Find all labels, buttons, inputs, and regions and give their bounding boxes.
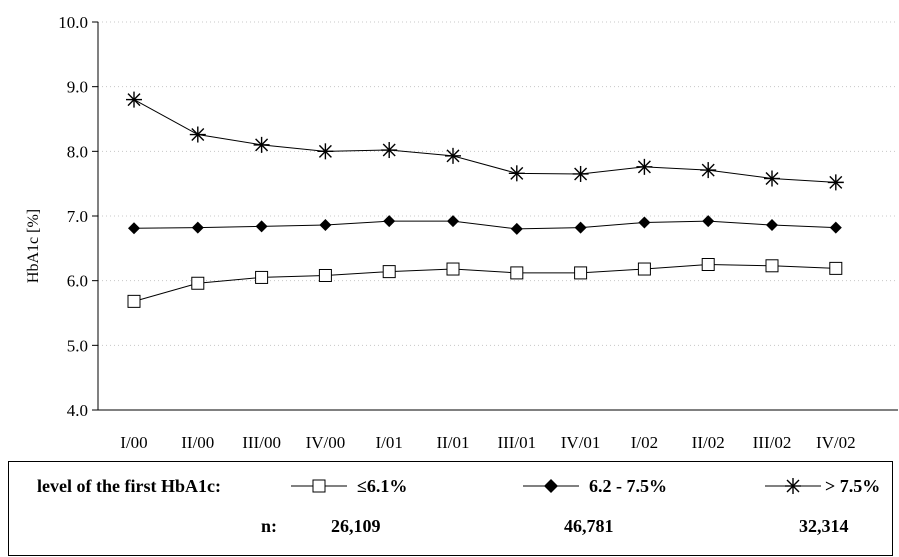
data-point — [189, 126, 206, 143]
series-line — [133, 263, 836, 302]
data-point — [382, 265, 396, 279]
data-point — [765, 259, 779, 273]
data-point — [446, 262, 460, 276]
series-3 — [126, 91, 844, 191]
data-point — [829, 261, 843, 275]
data-point — [381, 142, 398, 159]
x-tick-label: II/01 — [436, 433, 469, 452]
data-point — [318, 268, 332, 282]
line-chart: 4.0 5.0 6.0 7.0 8.0 9.0 10.0 I/00 II/00 III/00 IV… — [25, 13, 898, 452]
data-point — [574, 221, 587, 234]
x-tick-label: IV/01 — [561, 433, 601, 452]
x-tick-label: IV/02 — [816, 433, 856, 452]
y-tick-label: 7.0 — [67, 207, 88, 226]
data-point — [253, 136, 270, 153]
data-point — [317, 143, 334, 160]
data-point — [637, 262, 651, 276]
data-point — [383, 215, 396, 228]
data-point — [127, 294, 141, 308]
data-point — [510, 266, 524, 280]
legend-series-1-n: 26,109 — [331, 516, 381, 536]
data-point — [700, 162, 717, 179]
data-point — [638, 216, 651, 229]
legend-series-3-name: > 7.5% — [825, 476, 881, 496]
legend-series-2-n: 46,781 — [564, 516, 614, 536]
data-point — [319, 219, 332, 232]
x-tick-label: I/01 — [376, 433, 403, 452]
x-tick-label: I/00 — [120, 433, 147, 452]
x-tick-label: III/02 — [753, 433, 792, 452]
series-group — [126, 91, 844, 308]
legend-series-2-name: 6.2 - 7.5% — [589, 476, 667, 496]
legend-level-label: level of the first HbA1c: — [37, 476, 221, 496]
data-point — [191, 221, 204, 234]
data-point — [702, 215, 715, 228]
legend-symbol-open-square — [291, 479, 347, 493]
x-tick-labels: I/00 II/00 III/00 IV/00 I/01 II/01 III/01 IV/01… — [120, 433, 855, 452]
data-point — [636, 158, 653, 175]
legend-symbol-filled-diamond — [523, 479, 579, 493]
legend: level of the first HbA1c: n: ≤6.1% 26,10… — [8, 461, 893, 556]
series-1 — [127, 258, 843, 308]
y-axis-label: HbA1c [%] — [25, 209, 42, 283]
data-point — [191, 276, 205, 290]
x-tick-label: III/00 — [242, 433, 281, 452]
legend-n-label: n: — [261, 516, 278, 536]
data-point — [827, 174, 844, 191]
x-tick-label: I/02 — [631, 433, 658, 452]
y-tick-label: 8.0 — [67, 142, 88, 161]
data-point — [572, 165, 589, 182]
y-tick-label: 5.0 — [67, 336, 88, 355]
y-tick-label: 6.0 — [67, 272, 88, 291]
y-tick-labels: 4.0 5.0 6.0 7.0 8.0 9.0 10.0 — [58, 13, 88, 420]
axes — [92, 21, 898, 411]
y-tick-label: 10.0 — [58, 13, 88, 32]
data-point — [829, 221, 842, 234]
data-point — [128, 222, 140, 235]
data-point — [508, 165, 525, 182]
x-tick-label: III/01 — [497, 433, 536, 452]
x-tick-label: II/02 — [692, 433, 725, 452]
data-point — [701, 258, 715, 271]
y-tick-label: 9.0 — [67, 78, 88, 97]
data-point — [255, 270, 269, 284]
legend-series-1-name: ≤6.1% — [357, 476, 408, 496]
legend-series-3-n: 32,314 — [799, 516, 849, 536]
data-point — [766, 219, 778, 232]
series-2 — [128, 215, 842, 235]
legend-symbol-asterisk — [765, 478, 821, 494]
series-line — [133, 220, 836, 230]
data-point — [574, 266, 588, 280]
x-tick-label: IV/00 — [306, 433, 346, 452]
data-point — [126, 91, 142, 108]
data-point — [447, 215, 459, 228]
gridlines — [98, 21, 898, 346]
series-line — [133, 99, 836, 183]
data-point — [764, 170, 780, 187]
data-point — [445, 147, 461, 164]
data-point — [255, 220, 268, 233]
x-tick-label: II/00 — [181, 433, 214, 452]
data-point — [510, 222, 523, 235]
y-tick-label: 4.0 — [67, 401, 88, 420]
